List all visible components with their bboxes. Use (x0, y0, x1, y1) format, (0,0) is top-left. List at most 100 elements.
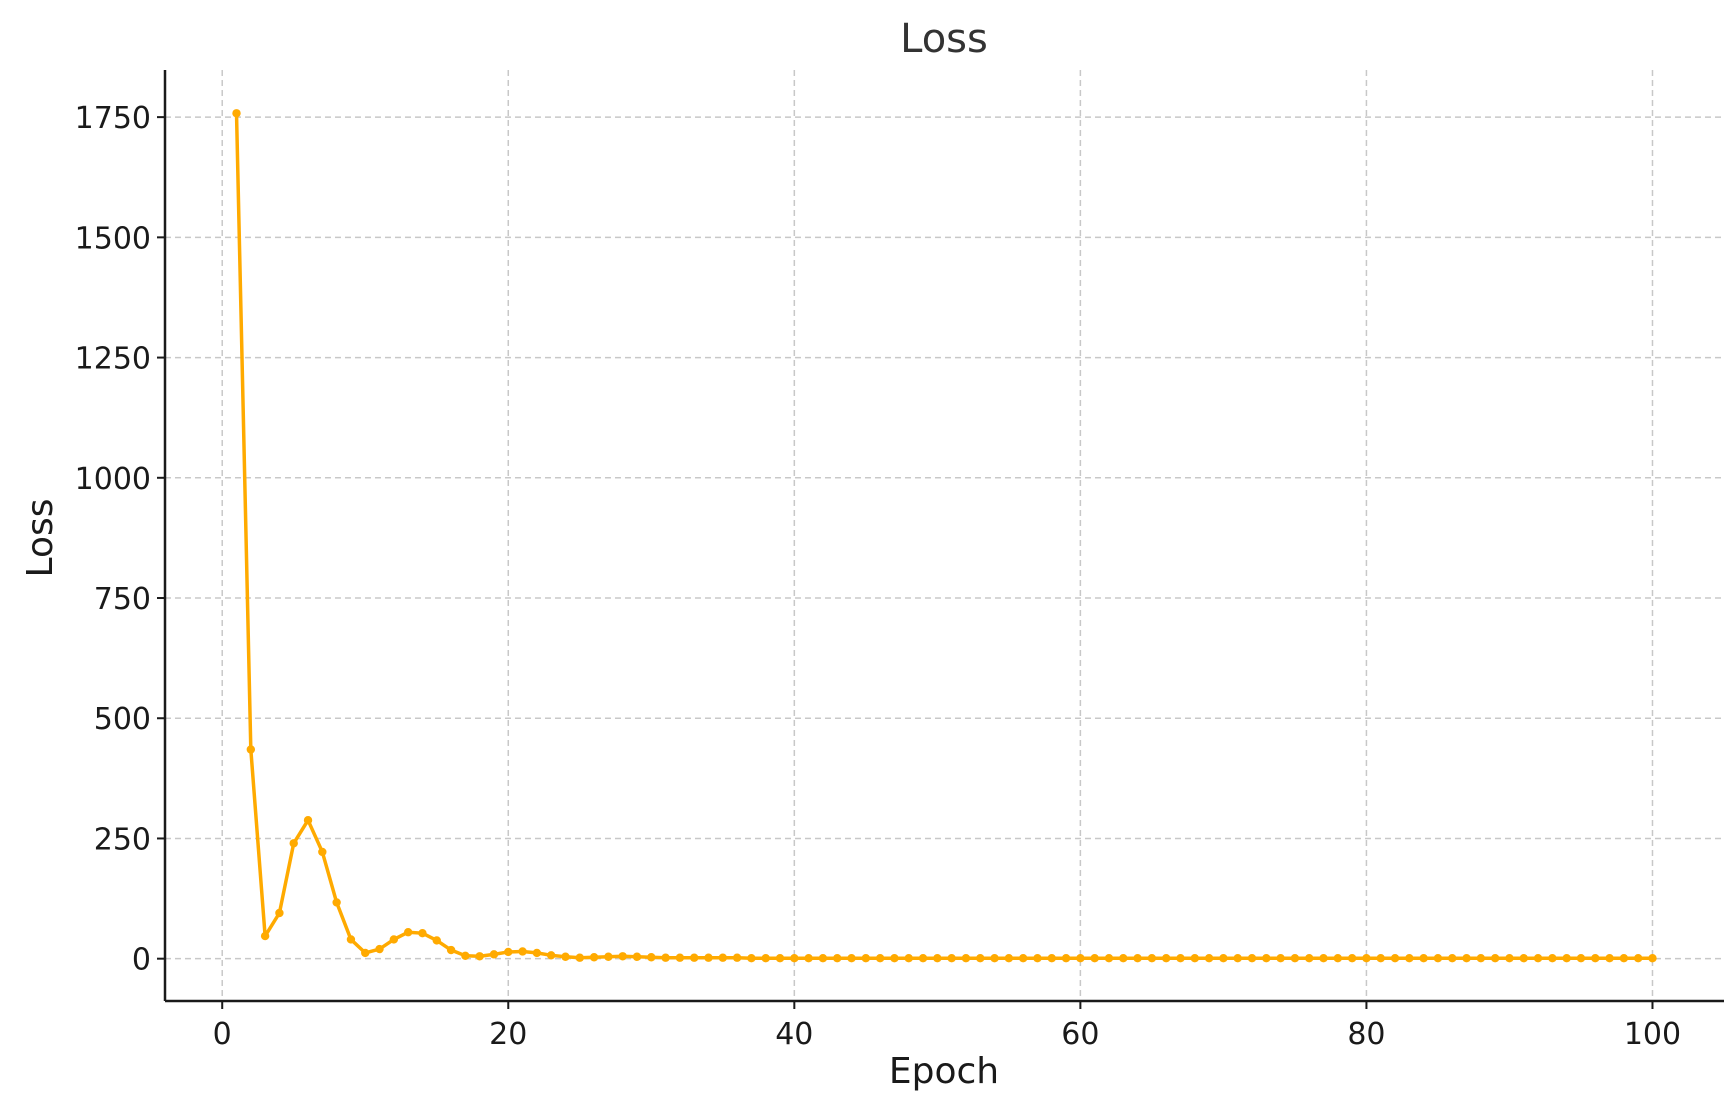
data-point (1490, 954, 1500, 963)
x-tick-label: 20 (489, 1017, 527, 1052)
data-point (1390, 954, 1400, 963)
data-point (1533, 954, 1543, 963)
data-point (1190, 954, 1200, 963)
data-point (647, 953, 656, 962)
data-point (1319, 954, 1328, 963)
data-point (1076, 954, 1085, 963)
data-point (489, 950, 499, 959)
data-point (332, 898, 341, 907)
data-point (303, 815, 313, 825)
grid (165, 70, 1724, 1001)
data-point (1605, 954, 1614, 963)
data-point (246, 745, 256, 754)
y-tick-label: 1500 (75, 221, 151, 256)
data-point (318, 847, 327, 857)
data-point (260, 931, 270, 941)
data-point (1119, 954, 1128, 963)
x-tick-label: 80 (1347, 1017, 1385, 1052)
data-point (1448, 954, 1457, 963)
data-point (790, 954, 799, 963)
data-point (1476, 954, 1486, 963)
data-point (718, 953, 728, 962)
data-point (1104, 954, 1114, 963)
y-axis-label: Loss (20, 499, 61, 578)
data-point (618, 952, 627, 961)
data-point (1562, 954, 1571, 963)
series (232, 109, 1657, 963)
data-point (1347, 954, 1357, 963)
data-point (1262, 954, 1271, 963)
data-point (518, 947, 527, 956)
data-point (589, 953, 599, 962)
data-point (661, 953, 670, 962)
data-point (1462, 954, 1471, 963)
data-point (1047, 954, 1056, 963)
data-point (446, 945, 456, 955)
data-point (847, 954, 856, 963)
data-point (690, 953, 699, 962)
data-point (632, 952, 642, 961)
y-tick-label: 500 (94, 702, 151, 737)
data-point (1290, 954, 1300, 963)
data-point (346, 935, 356, 944)
data-point (761, 954, 770, 963)
data-point (904, 954, 913, 963)
data-point (1061, 954, 1071, 963)
data-point (1276, 954, 1285, 963)
data-point (232, 109, 241, 118)
data-point (675, 953, 685, 962)
data-point (1004, 954, 1014, 963)
data-point (918, 954, 928, 963)
data-point (432, 936, 441, 945)
data-point (890, 954, 899, 963)
data-point (504, 947, 513, 957)
data-point (1633, 954, 1643, 963)
y-tick-label: 750 (94, 582, 151, 617)
data-point (289, 839, 298, 848)
data-point (961, 954, 971, 963)
data-point (1648, 954, 1657, 963)
data-point (875, 954, 885, 963)
data-point (1033, 954, 1042, 963)
data-point (1204, 954, 1214, 963)
data-point (1233, 954, 1242, 963)
data-point (389, 935, 399, 944)
y-tick-label: 1250 (75, 342, 151, 377)
data-point (1333, 954, 1343, 963)
data-point (1219, 954, 1228, 963)
data-point (818, 954, 828, 963)
data-point (403, 928, 413, 937)
y-tick-label: 0 (132, 943, 151, 978)
data-point (990, 954, 999, 963)
x-axis-label: Epoch (889, 1051, 999, 1092)
data-point (1548, 954, 1557, 963)
axes (163, 70, 1724, 1003)
data-point (1161, 954, 1171, 963)
data-point (604, 952, 613, 961)
data-point (1433, 954, 1443, 963)
y-tick-label: 1000 (75, 462, 151, 497)
data-point (1376, 954, 1385, 963)
data-point (575, 953, 584, 962)
x-tick-label: 0 (213, 1017, 232, 1052)
data-point (1591, 954, 1600, 963)
x-tick-label: 60 (1061, 1017, 1099, 1052)
data-point (561, 952, 570, 961)
data-point (1018, 954, 1028, 963)
series-line (234, 111, 1655, 960)
data-point (1619, 954, 1629, 963)
data-point (1519, 954, 1528, 963)
data-point (546, 951, 556, 960)
data-point (947, 954, 956, 963)
data-point (1362, 954, 1371, 963)
data-point (1147, 954, 1157, 963)
data-point (732, 953, 742, 962)
x-tick-label: 40 (775, 1017, 813, 1052)
data-point (475, 952, 484, 961)
data-point (775, 954, 785, 963)
data-point (1247, 954, 1257, 963)
data-point (976, 954, 985, 963)
data-point (833, 954, 842, 963)
